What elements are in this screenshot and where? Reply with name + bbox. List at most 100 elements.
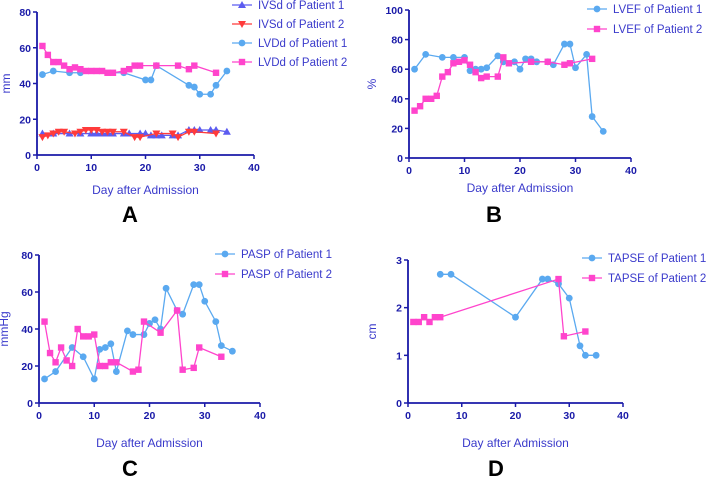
data-point [39,71,46,78]
data-point [68,344,76,351]
data-point [162,284,170,292]
legend-label: LVEF of Patient 2 [613,24,702,36]
data-point [179,366,186,373]
x-tick-label: 0 [34,162,40,174]
data-point [438,53,446,61]
y-tick-label: 20 [19,114,31,126]
data-point [147,76,155,84]
data-point [96,345,104,353]
data-point [472,68,479,76]
data-point [212,81,220,89]
data-point [49,67,57,75]
data-point [80,333,87,340]
series-1 [436,270,600,359]
data-point [92,126,101,134]
data-point [157,131,166,139]
panel-c: 0 10 20 30 40 0 20 40 60 80 Day after Admission mmH… [0,249,332,481]
data-point [120,67,127,75]
data-point [420,314,428,321]
series-line [440,273,597,356]
data-point [415,318,422,326]
data-point [185,66,193,73]
data-point [41,375,48,383]
data-point [107,359,115,366]
x-tick-label: 30 [570,165,582,177]
y-axis-title: mm [0,74,13,94]
y-tick-label: 20 [21,361,33,373]
y-tick-label: 80 [21,250,33,262]
data-point [196,90,204,98]
data-point [57,344,65,351]
legend-label: PASP of Patient 1 [241,249,332,261]
data-point [50,58,57,66]
data-point [505,60,513,67]
y-axis-title: cm [365,324,379,340]
y-tick-label: 20 [391,123,403,135]
data-point [411,65,418,73]
data-point [538,275,546,283]
data-point [41,318,48,325]
data-point [223,67,231,75]
data-point [516,65,524,73]
data-point [477,74,485,82]
data-point [217,342,225,350]
data-point [76,128,85,136]
legend-marker [238,58,246,66]
data-point [581,351,589,359]
data-point [565,294,573,302]
data-point [461,57,468,64]
data-point [212,318,220,325]
data-point [103,128,112,136]
panel-a: 0 10 20 30 40 0 20 40 60 80 Day after Admission mm A… [0,0,347,227]
data-point [555,275,562,283]
data-point [428,95,435,102]
data-point [500,54,507,61]
data-point [113,359,120,366]
legend-marker [238,39,246,47]
y-tick-label: 60 [21,287,33,299]
x-tick-label: 0 [405,410,411,422]
data-point [190,281,198,288]
panel-letter: C [122,456,138,481]
x-axis-title: Day after Admission [92,183,199,197]
data-point [93,67,100,75]
data-point [433,92,440,100]
data-point [450,53,457,61]
data-point [136,62,144,69]
data-point [416,103,424,110]
data-point [222,127,231,135]
data-point [68,362,76,370]
data-point [572,64,579,72]
y-tick-label: 1 [396,350,402,362]
x-tick-label: 40 [625,165,637,177]
legend-item: TAPSE of Patient 2 [582,273,706,285]
x-tick-label: 10 [456,410,468,422]
x-tick-label: 30 [194,162,206,174]
data-point [63,357,70,364]
y-tick-label: 40 [21,324,33,336]
data-point [560,333,568,340]
data-point [49,130,58,138]
data-point [126,66,133,73]
data-point [179,310,187,318]
data-point [98,67,106,75]
data-point [38,134,47,142]
data-point [422,51,430,58]
data-point [90,375,98,383]
series-line [413,278,586,338]
data-point [101,344,109,351]
data-point [191,62,198,69]
data-point [212,69,220,76]
data-point [52,368,59,375]
x-tick-label: 40 [617,410,629,422]
legend-item: LVDd of Patient 2 [232,57,347,69]
data-point [437,314,444,321]
data-point [455,58,463,65]
data-point [96,362,103,370]
x-tick-label: 40 [248,162,260,174]
data-point [527,58,535,65]
legend-label: TAPSE of Patient 1 [608,253,706,265]
y-tick-label: 80 [391,35,403,47]
data-point [426,318,433,326]
legend-item: IVSd of Patient 1 [232,0,344,12]
